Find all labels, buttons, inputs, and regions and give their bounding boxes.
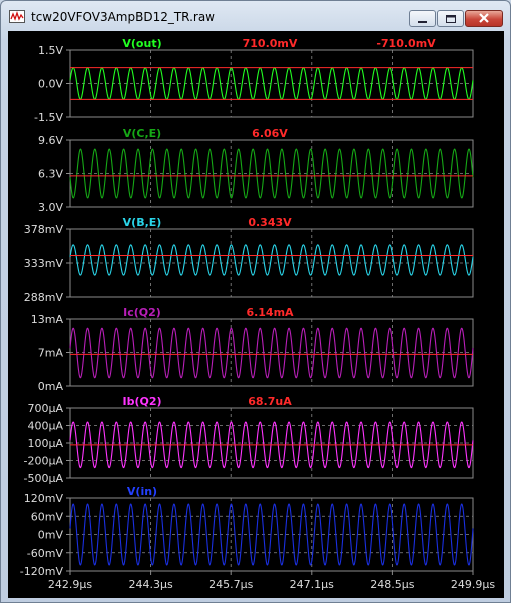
y-tick-label: 0.0V: [38, 78, 63, 91]
close-button[interactable]: [465, 10, 503, 27]
maximize-icon: [446, 15, 456, 23]
trace-name: V(B,E): [123, 216, 162, 229]
waveform-plot-area[interactable]: 1.5V 0.0V -1.5V V(out) 710.0mV -710.0mV 9.6V 6.…: [8, 31, 504, 598]
cursor1-value: 6.06V: [252, 127, 288, 140]
trace-waveform: [69, 503, 474, 566]
trace-waveform: [69, 327, 474, 379]
x-tick-label: 247.1µs: [290, 578, 334, 591]
y-tick-label: 288mV: [24, 291, 64, 304]
y-tick-label: -1.5V: [34, 111, 63, 124]
cursor1-value: 710.0mV: [243, 37, 298, 50]
cursor1-value: 0.343V: [248, 216, 292, 229]
y-tick-label: -120mV: [20, 565, 64, 578]
waveform-app-icon: [9, 10, 25, 23]
cursor1-value: 6.14mA: [246, 306, 294, 319]
y-tick-label: 9.6V: [38, 134, 63, 147]
y-tick-label: -500µA: [24, 472, 64, 485]
y-tick-label: 0mV: [38, 529, 64, 542]
y-tick-label: 378mV: [24, 223, 64, 236]
title-bar[interactable]: tcw20VFOV3AmpBD12_TR.raw: [1, 1, 510, 31]
trace-name: V(in): [127, 485, 157, 498]
x-tick-label: 248.5µs: [370, 578, 414, 591]
y-tick-label: 13mA: [31, 313, 64, 326]
maximize-button[interactable]: [437, 10, 464, 27]
trace-waveform: [69, 244, 474, 276]
cursor1-value: 68.7uA: [248, 395, 292, 408]
x-tick-label: 244.3µs: [128, 578, 172, 591]
minimize-button[interactable]: [409, 10, 436, 27]
y-tick-label: 700µA: [27, 402, 63, 415]
x-tick-label: 242.9µs: [48, 578, 92, 591]
cursor2-value: -710.0mV: [376, 37, 436, 50]
y-tick-label: -60mV: [27, 547, 64, 560]
y-tick-label: 333mV: [24, 257, 64, 270]
y-tick-label: 7mA: [38, 347, 64, 360]
y-tick-label: -200µA: [24, 455, 64, 468]
trace-name: Ic(Q2): [123, 306, 161, 319]
trace-name: Ib(Q2): [122, 395, 161, 408]
trace-waveform: [69, 148, 474, 199]
minimize-icon: [418, 21, 427, 23]
y-tick-label: 3.0V: [38, 201, 63, 214]
y-tick-label: 1.5V: [38, 44, 63, 57]
y-tick-label: 400µA: [27, 420, 63, 433]
y-tick-label: 6.3V: [38, 168, 63, 181]
y-tick-label: 0mA: [38, 380, 64, 393]
close-icon: [479, 13, 489, 23]
x-tick-label: 249.9µs: [451, 578, 495, 591]
y-tick-label: 60mV: [31, 510, 64, 523]
x-tick-label: 245.7µs: [209, 578, 253, 591]
window-title: tcw20VFOV3AmpBD12_TR.raw: [31, 10, 215, 24]
waveform-plot[interactable]: 1.5V 0.0V -1.5V V(out) 710.0mV -710.0mV 9.6V 6.…: [8, 31, 504, 598]
trace-name: V(C,E): [123, 127, 161, 140]
trace-waveform: [69, 67, 474, 100]
trace-name: V(out): [122, 37, 161, 50]
trace-waveform: [69, 421, 474, 469]
y-tick-label: 100µA: [27, 437, 63, 450]
y-tick-label: 120mV: [24, 492, 64, 505]
